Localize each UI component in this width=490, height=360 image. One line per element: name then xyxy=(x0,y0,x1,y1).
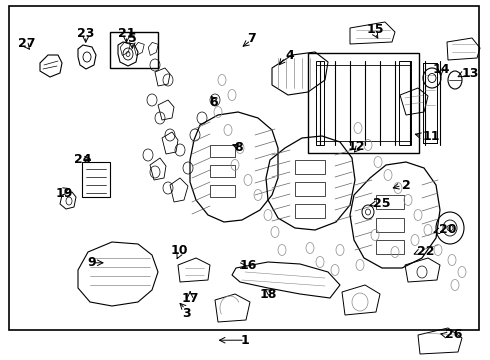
Text: 6: 6 xyxy=(209,96,218,109)
Text: 8: 8 xyxy=(234,141,243,154)
Text: 2: 2 xyxy=(402,179,411,192)
Text: 10: 10 xyxy=(170,244,188,257)
Bar xyxy=(376,195,404,209)
Bar xyxy=(82,162,110,197)
Text: 22: 22 xyxy=(417,246,435,258)
Text: 12: 12 xyxy=(348,140,366,153)
Text: 11: 11 xyxy=(422,130,440,143)
Bar xyxy=(308,53,419,153)
Bar xyxy=(295,182,325,196)
Text: 26: 26 xyxy=(445,328,462,341)
Bar xyxy=(110,32,158,68)
Bar xyxy=(210,145,235,157)
Bar xyxy=(210,185,235,197)
Text: 7: 7 xyxy=(247,32,256,45)
Bar xyxy=(295,160,325,174)
Text: 5: 5 xyxy=(128,32,137,45)
Text: 1: 1 xyxy=(241,334,249,347)
Text: 27: 27 xyxy=(18,37,36,50)
Text: 17: 17 xyxy=(181,292,199,305)
Text: 20: 20 xyxy=(439,223,456,236)
Text: 15: 15 xyxy=(366,23,384,36)
Text: 13: 13 xyxy=(462,67,479,80)
Text: 18: 18 xyxy=(260,288,277,301)
Bar xyxy=(423,63,438,143)
Text: 14: 14 xyxy=(432,63,450,76)
Bar xyxy=(376,240,404,254)
Text: 19: 19 xyxy=(56,187,74,200)
Text: 16: 16 xyxy=(239,259,256,272)
Text: 4: 4 xyxy=(285,49,294,62)
Bar xyxy=(376,218,404,232)
Text: 24: 24 xyxy=(74,153,92,166)
Text: 3: 3 xyxy=(182,307,191,320)
Bar xyxy=(316,61,324,145)
Text: 25: 25 xyxy=(373,197,391,210)
Bar xyxy=(210,165,235,177)
Text: 9: 9 xyxy=(87,256,96,269)
Text: 23: 23 xyxy=(77,27,95,40)
Bar xyxy=(399,61,412,145)
Bar xyxy=(295,204,325,218)
Text: 21: 21 xyxy=(118,27,135,40)
